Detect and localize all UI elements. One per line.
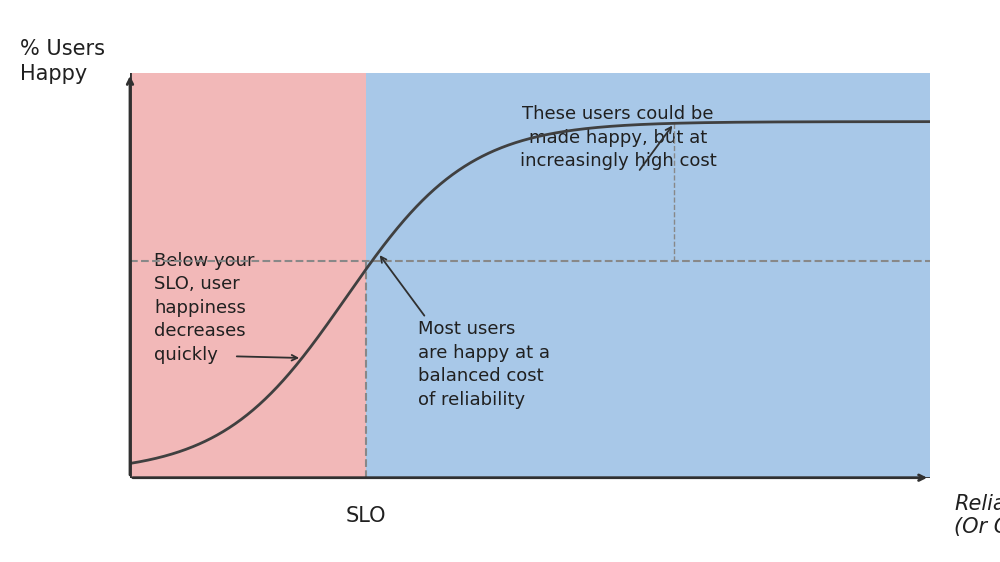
- Text: Most users
are happy at a
balanced cost
of reliability: Most users are happy at a balanced cost …: [418, 320, 550, 409]
- Text: % Users
Happy: % Users Happy: [20, 39, 105, 84]
- Text: SLO: SLO: [346, 506, 386, 526]
- Text: Below your
SLO, user
happiness
decreases
quickly: Below your SLO, user happiness decreases…: [154, 252, 254, 364]
- Text: Reliability
(Or Cost): Reliability (Or Cost): [954, 494, 1000, 537]
- Text: These users could be
made happy, but at
increasingly high cost: These users could be made happy, but at …: [520, 105, 716, 170]
- Bar: [366, 73, 930, 478]
- Bar: [130, 73, 366, 478]
